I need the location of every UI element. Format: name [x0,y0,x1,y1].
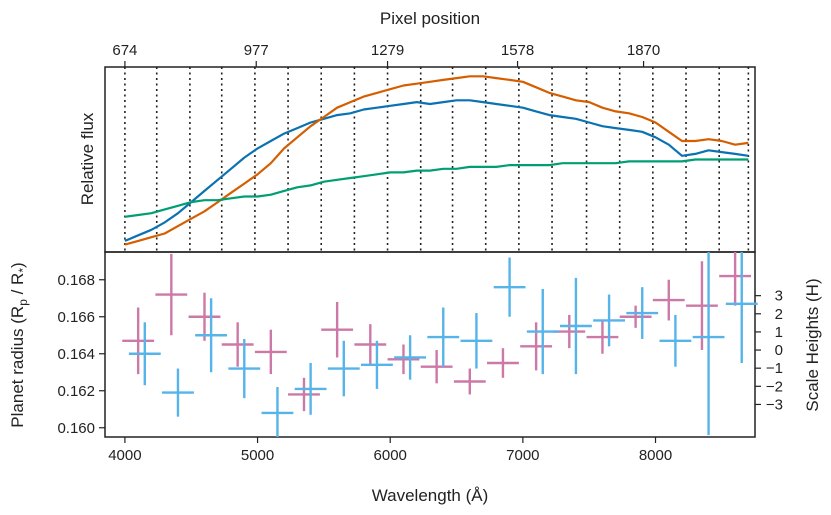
y2-axis-tick-label: 2 [775,306,783,323]
top-axis-title: Pixel position [380,9,480,28]
cyan-data-point [460,313,493,369]
bin-edge-lines [124,67,750,252]
x-axis-tick-label: 7000 [506,447,539,464]
cyan-data-point [228,338,261,399]
y-axis-tick-label: 0.168 [57,272,95,289]
y-axis-tick-label: 0.160 [57,420,95,437]
magenta-data-point [155,253,188,336]
top-axis-ticks: 674 977 1279 1578 1870 [112,42,660,67]
scale-heights-ylabel: Scale Heights (H) [803,278,822,411]
cyan-data-point [427,307,460,367]
magenta-data-point [453,368,486,395]
cyan-data-point [327,340,360,397]
cyan-data-point [195,298,228,373]
magenta-data-point [387,344,420,375]
y2-axis-tick-label: −2 [766,378,783,395]
y2-axis-tick-label: 3 [775,288,783,305]
magenta-data-point [354,324,387,365]
bottom-axis-title-text: Wavelength (Å) [372,486,489,505]
magenta-data-point [221,322,254,367]
bottom-panel-ylabel: Planet radius (Rp / R*) [8,262,30,427]
y-axis-tick-label: 0.166 [57,309,95,326]
cyan-data-point [725,252,758,363]
x-axis-tick-label: 6000 [374,447,407,464]
magenta-data-point [122,307,155,375]
bottom-axis-ticks: 4000 5000 6000 7000 8000 0.160 0.162 0.164 0.166… [57,272,783,464]
cyan-data-point [659,314,692,367]
magenta-data-point [288,377,320,412]
radius-points [122,252,758,437]
blue-spectrum-line [124,99,749,242]
orange-spectrum-line [124,75,749,246]
spectra-lines [124,75,749,246]
ylabel-sub-star: * [16,268,30,273]
bottom-panel-frame [104,251,756,438]
green-spectrum-line [124,158,749,218]
y2-axis-tick-label: −3 [766,396,783,413]
cyan-data-point [560,277,592,375]
y2-axis-tick-label: −1 [766,360,783,377]
cyan-data-point [294,363,327,415]
magenta-data-point [254,329,287,375]
bottom-panel: 4000 5000 6000 7000 8000 0.160 0.162 0.164 0.166… [8,251,822,505]
y2-axis-tick-label: 0 [775,342,783,359]
x-axis-tick-label: 4000 [108,447,141,464]
cyan-data-point [162,368,194,417]
magenta-data-point [586,320,619,354]
cyan-data-point [626,287,659,339]
magenta-data-point [686,261,718,351]
magenta-data-point [652,279,685,321]
bottom-axis-title: Wavelength (Å) [372,486,489,505]
ylabel-part-2: / R [8,273,27,299]
cyan-data-point [128,322,161,386]
y2-axis-tick-label: 1 [775,324,783,341]
top-axis-tick-label: 1870 [627,42,660,59]
cyan-data-point [593,294,625,347]
magenta-data-point [420,350,453,384]
ylabel-part-1: Planet radius (R [8,306,27,428]
magenta-data-point [719,252,752,306]
magenta-data-point [520,322,553,371]
magenta-data-point [321,301,354,358]
ylabel-part-3: ) [8,262,27,268]
top-panel: 674 977 1279 1578 1870 Pixel position Relati… [78,9,756,253]
magenta-data-point [619,305,652,328]
x-axis-tick-label: 5000 [241,447,274,464]
cyan-data-point [361,340,393,389]
cyan-data-point [526,289,559,375]
magenta-data-point [188,292,221,341]
top-axis-tick-label: 674 [112,42,137,59]
cyan-data-point [493,257,526,317]
cyan-data-point [692,252,725,436]
top-panel-ylabel: Relative flux [78,112,97,205]
cyan-data-point [261,387,294,437]
top-axis-tick-label: 1279 [371,42,404,59]
top-axis-tick-label: 977 [244,42,269,59]
top-axis-tick-label: 1578 [501,42,534,59]
top-panel-frame [104,66,756,253]
ylabel-sub-p: p [16,299,30,306]
y-axis-tick-label: 0.164 [57,346,95,363]
cyan-data-point [394,335,427,380]
magenta-data-point [487,348,519,378]
x-axis-tick-label: 8000 [639,447,672,464]
y-axis-tick-label: 0.162 [57,383,95,400]
